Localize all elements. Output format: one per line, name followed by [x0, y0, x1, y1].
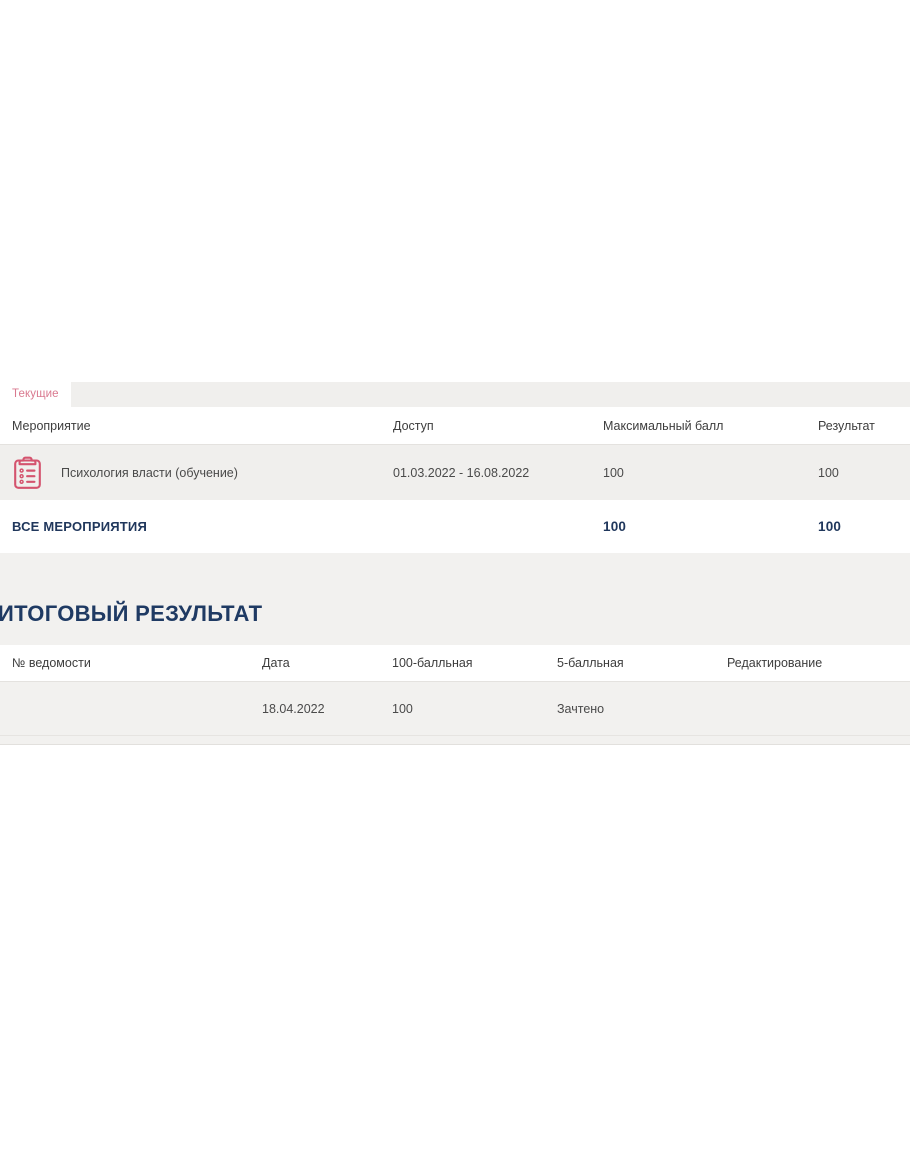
event-cell: Психология власти (обучение) — [0, 444, 368, 500]
col-header-score-100: 100-балльная — [392, 645, 557, 682]
score-100-cell: 100 — [392, 681, 557, 736]
tabbar-filler — [70, 382, 910, 407]
col-header-max-score: Максимальный балл — [594, 407, 806, 445]
total-access-cell — [368, 500, 594, 553]
statement-no-cell — [0, 681, 262, 736]
col-header-access: Доступ — [368, 407, 594, 445]
score-5-cell: Зачтено — [557, 681, 727, 736]
top-whitespace — [0, 0, 910, 382]
content-footer-divider — [0, 736, 910, 745]
final-result-head: № ведомости Дата 100-балльная 5-балльная… — [0, 645, 910, 682]
table-row[interactable]: Психология власти (обучение) 01.03.2022 … — [0, 444, 910, 500]
col-header-statement-no: № ведомости — [0, 645, 262, 682]
events-table-head: Мероприятие Доступ Максимальный балл Рез… — [0, 407, 910, 445]
event-max-score-cell: 100 — [594, 444, 806, 500]
events-header-row: Мероприятие Доступ Максимальный балл Рез… — [0, 407, 910, 445]
tab-current[interactable]: Текущие — [0, 382, 71, 407]
event-cell-inner: Психология власти (обучение) — [13, 456, 368, 490]
events-total-row: ВСЕ МЕРОПРИЯТИЯ 100 100 — [0, 500, 910, 553]
final-result-table: № ведомости Дата 100-балльная 5-балльная… — [0, 645, 910, 736]
final-result-body: 18.04.2022 100 Зачтено — [0, 681, 910, 736]
events-table-body: Психология власти (обучение) 01.03.2022 … — [0, 444, 910, 553]
col-header-score-5: 5-балльная — [557, 645, 727, 682]
col-header-date: Дата — [262, 645, 392, 682]
total-max-score-cell: 100 — [594, 500, 806, 553]
event-result-cell: 100 — [806, 444, 910, 500]
bottom-whitespace — [0, 775, 910, 1155]
col-header-event: Мероприятие — [0, 407, 368, 445]
final-result-header-row: № ведомости Дата 100-балльная 5-балльная… — [0, 645, 910, 682]
table-row[interactable]: 18.04.2022 100 Зачтено — [0, 681, 910, 736]
page-title: ИТОГОВЫЙ РЕЗУЛЬТАТ — [0, 581, 910, 645]
event-name-label[interactable]: Психология власти (обучение) — [61, 465, 238, 480]
clipboard-icon — [14, 456, 41, 489]
total-result-cell: 100 — [806, 500, 910, 553]
total-label-cell: ВСЕ МЕРОПРИЯТИЯ — [0, 500, 368, 553]
main-content: Текущие Мероприятие Доступ — [0, 382, 910, 745]
event-access-cell: 01.03.2022 - 16.08.2022 — [368, 444, 594, 500]
col-header-result: Результат — [806, 407, 910, 445]
section-gap — [0, 553, 910, 581]
edit-cell[interactable] — [727, 681, 910, 736]
tabbar: Текущие — [0, 382, 910, 407]
col-header-edit: Редактирование — [727, 645, 910, 682]
events-table: Мероприятие Доступ Максимальный балл Рез… — [0, 407, 910, 553]
date-cell: 18.04.2022 — [262, 681, 392, 736]
